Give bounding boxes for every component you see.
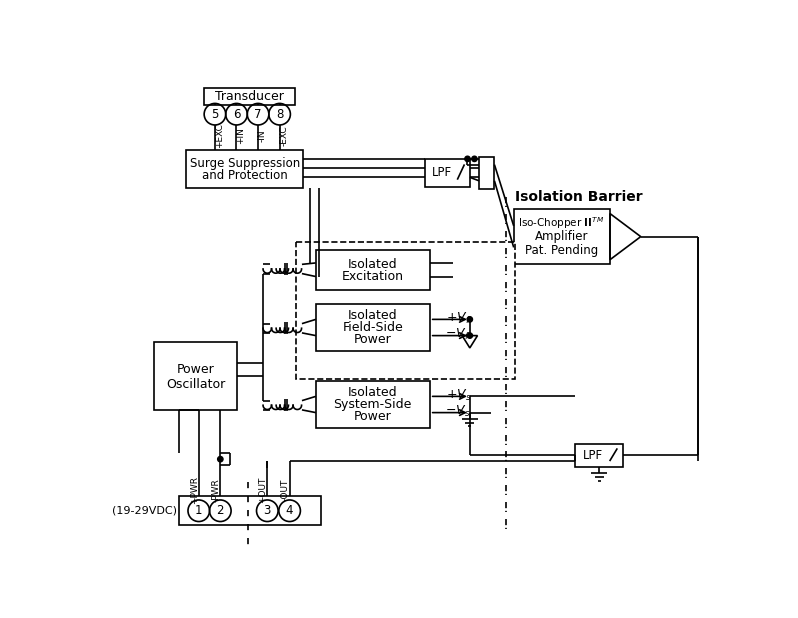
Text: 8: 8 (276, 108, 283, 121)
Text: 2: 2 (216, 504, 224, 517)
Bar (187, 150, 303, 188)
Text: +IN: +IN (236, 127, 246, 144)
Text: LPF: LPF (583, 449, 603, 462)
Text: and Protection: and Protection (202, 169, 288, 182)
Text: Transducer: Transducer (215, 90, 284, 103)
Text: 1: 1 (195, 504, 203, 517)
Bar (316, 250, 430, 290)
Circle shape (472, 156, 477, 161)
Text: $-V_s$: $-V_s$ (444, 404, 470, 420)
Bar (316, 303, 430, 352)
Text: Isolated: Isolated (348, 309, 397, 322)
Text: Field-Side: Field-Side (342, 321, 403, 334)
Text: LPF: LPF (432, 166, 452, 179)
Bar (514, 209, 610, 265)
Text: Power: Power (354, 410, 392, 423)
Text: Isolated: Isolated (348, 386, 397, 399)
Text: System-Side: System-Side (334, 398, 412, 411)
Text: Amplifier: Amplifier (535, 230, 589, 243)
Text: Isolated: Isolated (348, 258, 397, 271)
Text: Isolation Barrier: Isolation Barrier (516, 190, 643, 205)
Bar (179, 496, 321, 525)
Bar (316, 381, 430, 428)
Text: Pat. Pending: Pat. Pending (525, 244, 598, 257)
Bar (154, 342, 237, 410)
Text: +EXC: +EXC (215, 124, 224, 148)
Bar (204, 88, 295, 105)
Text: 3: 3 (263, 504, 271, 517)
Text: Oscillator: Oscillator (166, 378, 225, 391)
Text: 5: 5 (211, 108, 219, 121)
Text: -OUT: -OUT (281, 479, 290, 501)
Text: $-V_f$: $-V_f$ (444, 328, 470, 342)
Text: (19-29VDC): (19-29VDC) (112, 506, 176, 516)
Text: 7: 7 (255, 108, 262, 121)
Bar (479, 156, 495, 189)
Text: $+V_f$: $+V_f$ (446, 311, 472, 326)
Text: Power: Power (177, 363, 215, 376)
Text: -EXC: -EXC (279, 125, 289, 146)
Text: 4: 4 (286, 504, 294, 517)
Text: Excitation: Excitation (342, 271, 404, 284)
Circle shape (467, 316, 472, 322)
Bar (425, 159, 470, 187)
Circle shape (464, 156, 470, 161)
Text: 6: 6 (233, 108, 240, 121)
Text: +PWR: +PWR (190, 476, 199, 504)
Text: -IN: -IN (258, 129, 267, 142)
Circle shape (467, 333, 472, 338)
Text: Iso-Chopper $\mathbf{II}^{TM}$: Iso-Chopper $\mathbf{II}^{TM}$ (519, 215, 604, 231)
Bar (296, 242, 516, 379)
Text: $+V_s$: $+V_s$ (446, 388, 472, 403)
Text: +OUT: +OUT (259, 476, 267, 503)
Text: Surge Suppression: Surge Suppression (190, 156, 300, 169)
Circle shape (218, 457, 223, 462)
Text: -PWR: -PWR (211, 478, 220, 502)
Text: Power: Power (354, 333, 392, 346)
Bar (575, 444, 623, 467)
